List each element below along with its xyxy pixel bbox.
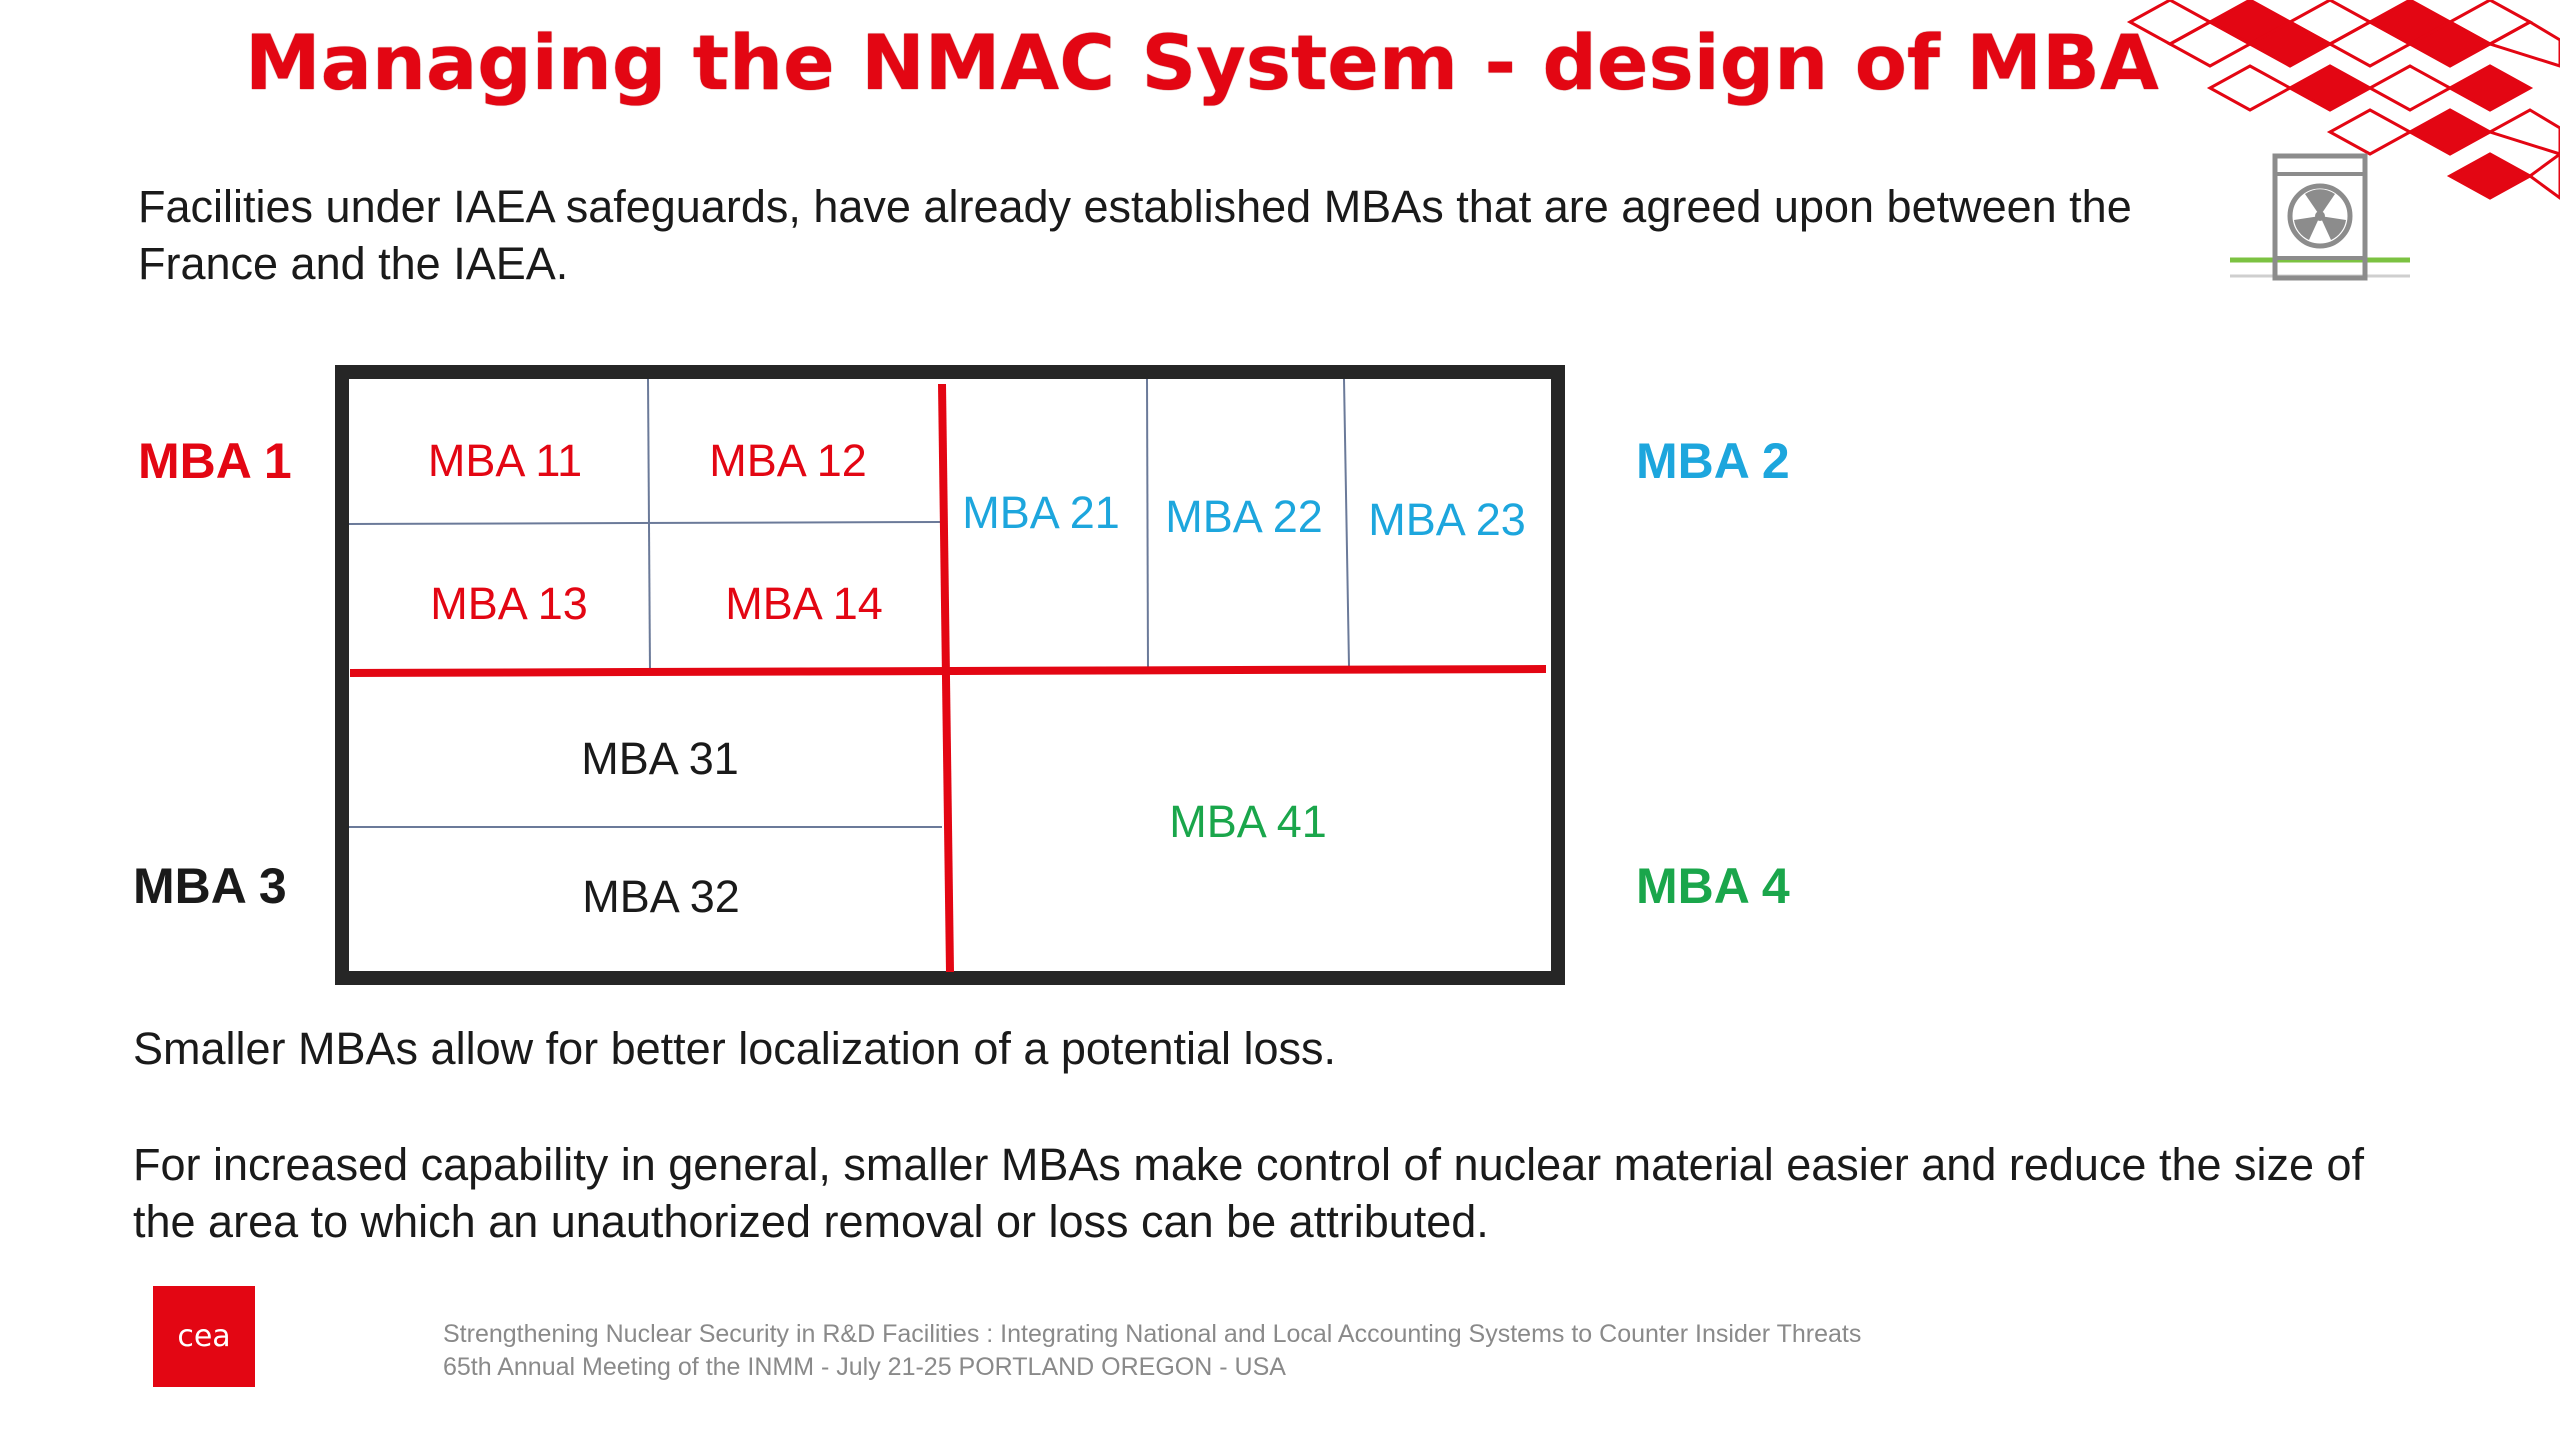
mba-22-label: MBA 22 xyxy=(1165,491,1323,542)
mba-3-group-label: MBA 3 xyxy=(133,858,287,914)
mba-21-label: MBA 21 xyxy=(962,487,1120,538)
footer: Strengthening Nuclear Security in R&D Fa… xyxy=(443,1318,1861,1384)
paragraph-capability: For increased capability in general, sma… xyxy=(133,1139,2365,1247)
mba-23-label: MBA 23 xyxy=(1368,494,1526,545)
mba-12-label: MBA 12 xyxy=(709,435,867,486)
paragraph-localization: Smaller MBAs allow for better localizati… xyxy=(133,1023,1337,1074)
mba-2-group-label: MBA 2 xyxy=(1636,433,1790,489)
cube-pattern-decoration xyxy=(2126,0,2560,200)
mba-31-label: MBA 31 xyxy=(581,733,739,784)
footer-line-2: 65th Annual Meeting of the INMM - July 2… xyxy=(443,1353,1286,1381)
mba-4-group-label: MBA 4 xyxy=(1636,858,1790,914)
radioactive-facility-icon xyxy=(2230,153,2410,281)
cea-logo: cea xyxy=(153,1286,255,1387)
mba-diagram: MBA 11 MBA 12 MBA 13 MBA 14 MBA 21 MBA 2… xyxy=(330,360,1570,990)
mba-14-label: MBA 14 xyxy=(725,578,883,629)
mba-13-label: MBA 13 xyxy=(430,578,588,629)
mba-11-label: MBA 11 xyxy=(427,435,583,486)
mba-1-group-label: MBA 1 xyxy=(138,433,292,489)
svg-text:cea: cea xyxy=(177,1319,230,1354)
mba-diagram-lines xyxy=(335,365,1565,985)
footer-line-1: Strengthening Nuclear Security in R&D Fa… xyxy=(443,1320,1862,1348)
cea-logo-mark: cea xyxy=(177,1319,230,1354)
intro-text: Facilities under IAEA safeguards, have a… xyxy=(138,181,2132,289)
mba-32-label: MBA 32 xyxy=(582,871,740,922)
page-title: Managing the NMAC System - design of MBA xyxy=(245,18,2159,107)
mba-41-label: MBA 41 xyxy=(1169,796,1327,847)
